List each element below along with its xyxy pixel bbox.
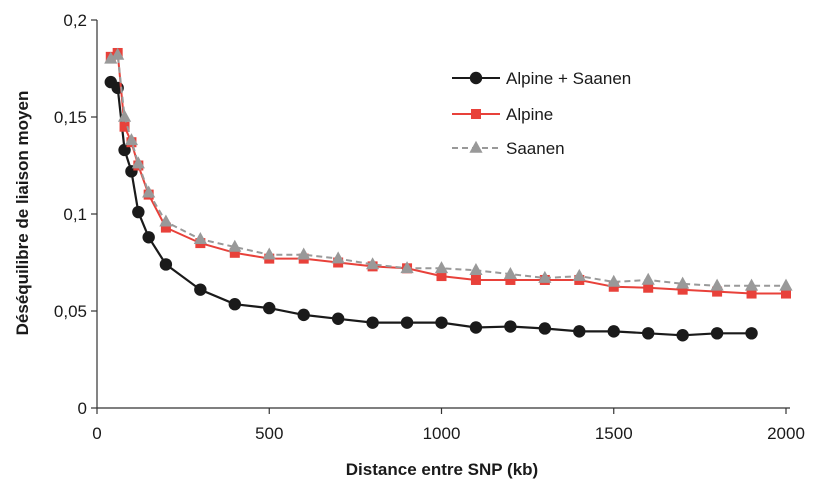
data-point xyxy=(746,288,757,299)
data-point xyxy=(469,321,483,334)
series-layer xyxy=(104,47,793,342)
data-point xyxy=(538,270,552,283)
data-point xyxy=(608,281,619,292)
data-point xyxy=(469,71,483,85)
data-point xyxy=(228,298,241,311)
data-point xyxy=(436,271,447,282)
series-line xyxy=(110,53,786,287)
data-point xyxy=(572,268,586,281)
series-saanen xyxy=(104,47,793,291)
data-point xyxy=(400,316,414,329)
data-point xyxy=(400,261,414,274)
data-point xyxy=(505,274,516,285)
data-point xyxy=(710,278,724,291)
data-point xyxy=(160,222,171,233)
legend-label: Alpine + Saanen xyxy=(506,69,631,88)
y-tick-label: 0 xyxy=(78,399,87,418)
data-point xyxy=(643,282,654,293)
data-point xyxy=(469,140,483,153)
data-point xyxy=(228,239,242,252)
data-point xyxy=(745,327,758,340)
legend-label: Alpine xyxy=(506,105,553,124)
data-point xyxy=(142,185,156,198)
data-point xyxy=(471,109,481,119)
x-tick-label: 0 xyxy=(92,424,101,443)
data-point xyxy=(504,320,517,333)
series-alpine-saanen xyxy=(104,75,758,342)
data-point xyxy=(142,231,155,244)
data-point xyxy=(117,109,132,122)
y-tick-label: 0,1 xyxy=(63,205,87,224)
data-point xyxy=(331,312,345,325)
data-point xyxy=(124,133,139,146)
data-point xyxy=(538,322,552,335)
series-line xyxy=(110,51,786,295)
data-point xyxy=(676,276,690,289)
data-point xyxy=(642,327,655,340)
data-point xyxy=(119,121,130,132)
x-axis-title: Distance entre SNP (kb) xyxy=(346,460,538,479)
data-point xyxy=(159,258,173,271)
data-point xyxy=(262,247,276,260)
x-tick-label: 1000 xyxy=(423,424,461,443)
data-point xyxy=(194,283,207,296)
data-point xyxy=(159,214,173,227)
data-point xyxy=(712,286,723,297)
data-point xyxy=(573,325,586,338)
data-point xyxy=(503,266,517,279)
data-point xyxy=(366,316,379,329)
data-point xyxy=(104,51,118,64)
data-point xyxy=(677,284,688,295)
data-point xyxy=(710,327,724,340)
data-point xyxy=(607,325,620,338)
legend: Alpine + Saanen Alpine Saanen xyxy=(452,69,631,158)
x-tick-label: 500 xyxy=(255,424,283,443)
y-axis-title: Déséquilibre de liaison moyen xyxy=(13,91,32,336)
series-line xyxy=(110,81,752,337)
axes: 0 0,05 0,1 0,15 0,2 0 500 1000 1500 2000 xyxy=(54,11,805,443)
data-point xyxy=(641,272,655,285)
y-tick-label: 0,05 xyxy=(54,302,87,321)
y-tick-label: 0,2 xyxy=(63,11,87,30)
data-point xyxy=(781,288,791,299)
legend-label: Saanen xyxy=(506,139,565,158)
data-point xyxy=(435,316,448,329)
data-point xyxy=(297,247,311,260)
data-point xyxy=(779,278,793,291)
data-point xyxy=(331,251,345,264)
data-point xyxy=(470,274,481,285)
data-point xyxy=(744,278,759,291)
data-point xyxy=(297,308,310,322)
series-alpine xyxy=(105,47,791,299)
data-point xyxy=(229,247,240,258)
x-tick-label: 1500 xyxy=(595,424,633,443)
data-point xyxy=(607,274,621,287)
data-point xyxy=(434,261,449,274)
data-point xyxy=(132,205,145,219)
data-point xyxy=(676,329,689,342)
data-point xyxy=(366,257,380,270)
data-point xyxy=(193,232,207,245)
data-point xyxy=(111,47,125,60)
data-point xyxy=(263,301,276,315)
x-tick-label: 2000 xyxy=(767,424,805,443)
data-point xyxy=(131,156,145,169)
y-tick-label: 0,15 xyxy=(54,108,87,127)
data-point xyxy=(469,263,483,276)
